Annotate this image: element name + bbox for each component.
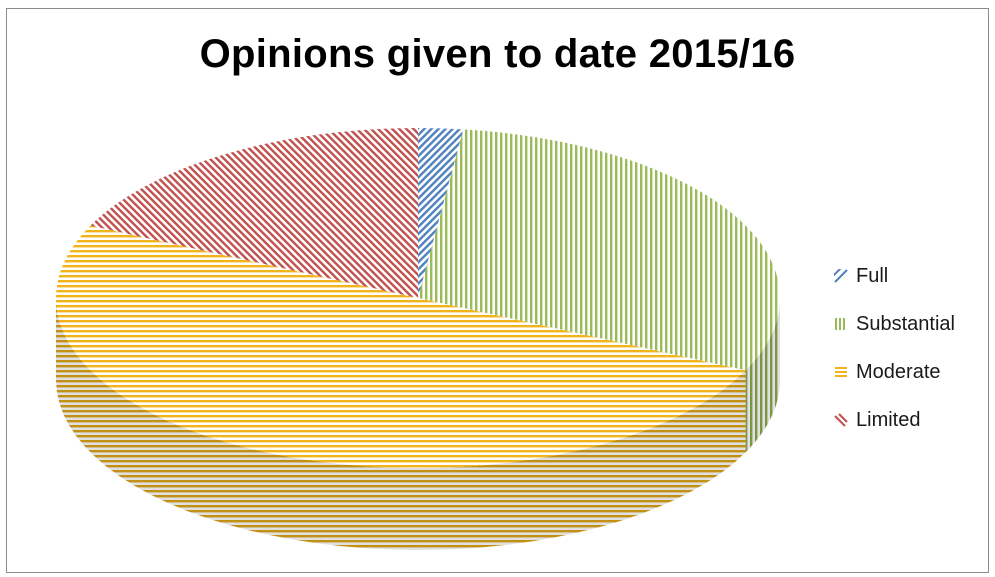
legend-label-moderate: Moderate [856, 361, 941, 384]
pie-slices [56, 128, 780, 468]
legend-label-limited: Limited [856, 409, 920, 432]
legend-label-full: Full [856, 265, 888, 288]
legend-label-substantial: Substantial [856, 313, 955, 336]
legend-item-limited: Limited [834, 396, 955, 444]
legend-item-full: Full [834, 252, 955, 300]
legend-swatch-full [834, 269, 848, 283]
legend-item-moderate: Moderate [834, 348, 955, 396]
legend-item-substantial: Substantial [834, 300, 955, 348]
legend-swatch-moderate [834, 365, 848, 379]
legend-swatch-substantial [834, 317, 848, 331]
chart-legend: Full Substantial Moderate Limited [834, 252, 955, 444]
legend-swatch-limited [834, 413, 848, 427]
